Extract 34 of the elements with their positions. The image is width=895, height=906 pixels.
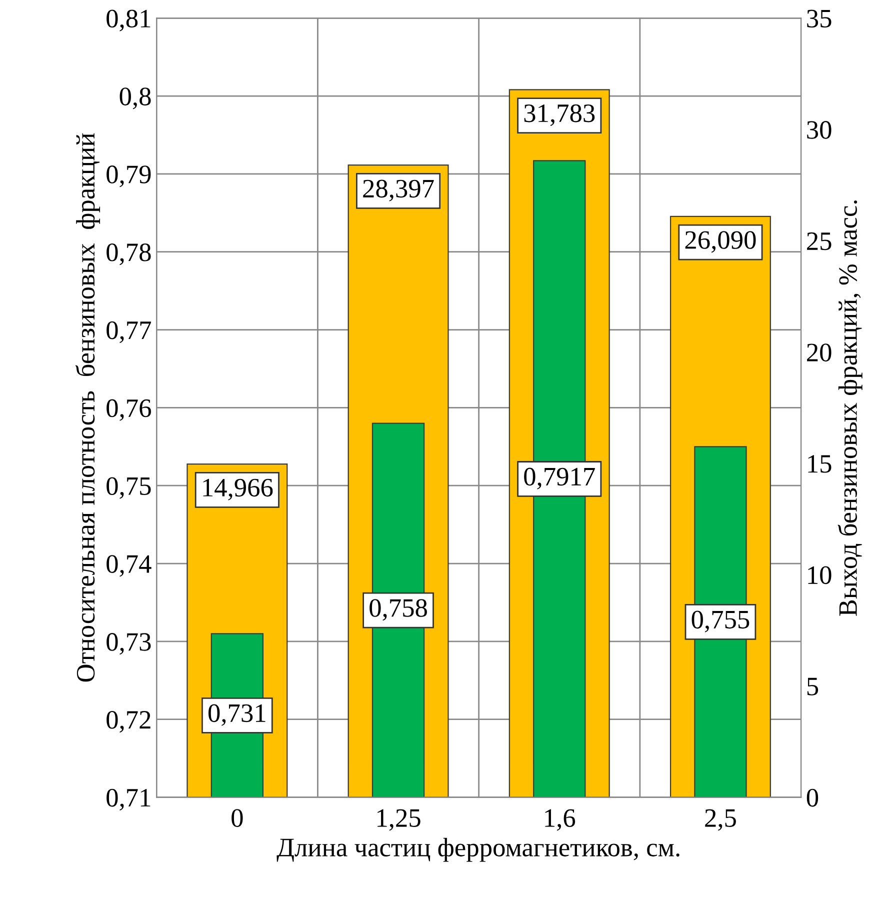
y-tick-label: 0,79 — [106, 166, 151, 188]
y2-tick-label: 20 — [807, 344, 832, 362]
y-tick-label: 0,73 — [106, 633, 151, 655]
x-axis-title: Длина частиц ферромагнетиков, см. — [276, 838, 680, 862]
y-tick-label: 0,77 — [106, 321, 152, 343]
data-label: 0,755 — [692, 610, 750, 632]
y-tick-label: 0,78 — [106, 243, 151, 266]
y-tick-label: 0,71 — [106, 788, 150, 810]
y2-tick-label: 25 — [807, 232, 832, 250]
y-tick-label: 0,72 — [106, 710, 150, 733]
data-label: 26,090 — [685, 231, 756, 253]
data-label: 31,783 — [524, 104, 595, 126]
y-axis-title: Относительная плотность бензиновых фракций — [76, 133, 100, 682]
y2-axis-title: Выход бензиновых фракций, % масс. — [838, 200, 862, 616]
data-label: 0,7917 — [524, 468, 595, 490]
y2-tick-label: 30 — [807, 121, 832, 139]
x-tick-label: 1,25 — [378, 809, 420, 831]
x-tick-label: 0 — [232, 809, 243, 827]
data-label: 14,966 — [203, 478, 273, 500]
x-tick-label: 2,5 — [705, 809, 736, 831]
y-tick-label: 0,76 — [106, 399, 151, 421]
y2-tick-label: 0 — [806, 788, 818, 807]
y2-tick-label: 35 — [807, 10, 832, 28]
y2-tick-label: 10 — [808, 566, 832, 584]
y-tick-label: 0,75 — [106, 477, 151, 499]
y2-tick-label: 5 — [807, 678, 818, 696]
y-tick-label: 0,8 — [120, 88, 151, 110]
data-label: 0,758 — [370, 599, 427, 621]
y-tick-label: 0,74 — [106, 555, 152, 577]
data-label: 28,397 — [363, 180, 434, 202]
data-label: 0,731 — [208, 704, 266, 726]
y2-tick-label: 15 — [808, 455, 832, 473]
x-tick-label: 1,6 — [545, 809, 576, 831]
y-tick-label: 0,81 — [106, 10, 150, 32]
